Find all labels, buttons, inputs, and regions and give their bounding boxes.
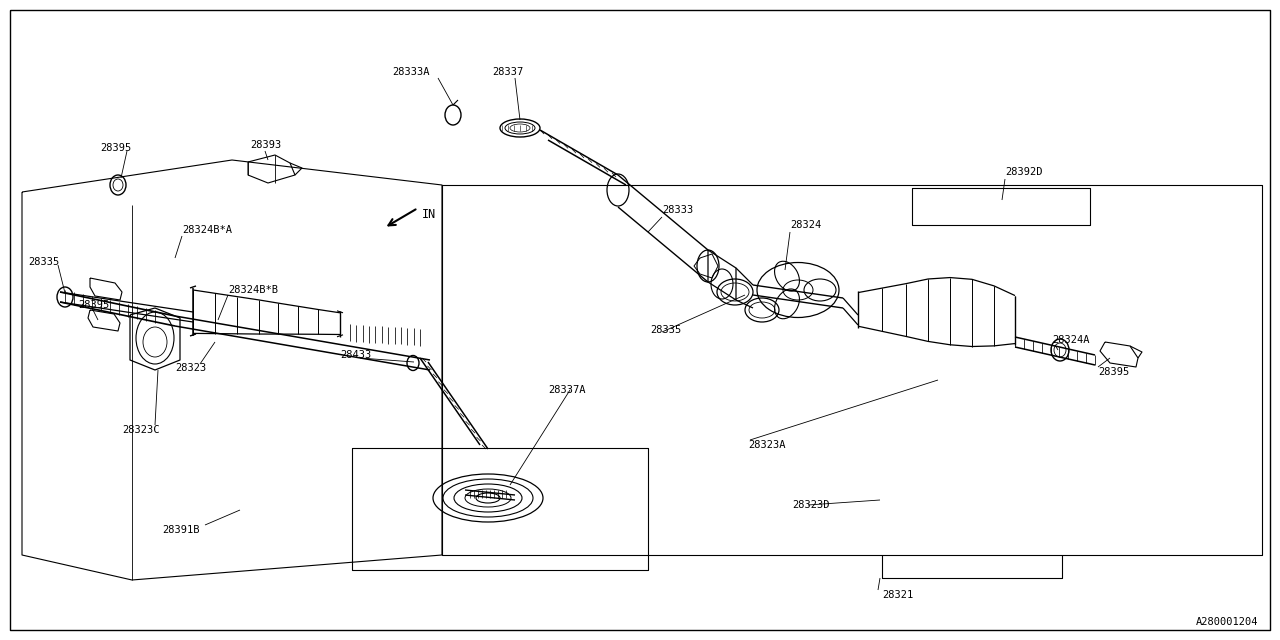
Text: 28333A: 28333A bbox=[392, 67, 430, 77]
Text: 28335: 28335 bbox=[650, 325, 681, 335]
Text: 28391B: 28391B bbox=[163, 525, 200, 535]
Text: IN: IN bbox=[422, 209, 436, 221]
Text: 28335: 28335 bbox=[28, 257, 59, 267]
Text: 28393: 28393 bbox=[250, 140, 282, 150]
Text: 28395: 28395 bbox=[1098, 367, 1129, 377]
Text: 28324B*B: 28324B*B bbox=[228, 285, 278, 295]
Text: 28337A: 28337A bbox=[548, 385, 585, 395]
Text: 28395: 28395 bbox=[100, 143, 132, 153]
Text: 28392D: 28392D bbox=[1005, 167, 1042, 177]
Text: 28323A: 28323A bbox=[748, 440, 786, 450]
Text: 28321: 28321 bbox=[882, 590, 913, 600]
Text: 28337: 28337 bbox=[492, 67, 524, 77]
Text: 28333: 28333 bbox=[662, 205, 694, 215]
Text: 28323C: 28323C bbox=[122, 425, 160, 435]
Text: 28395: 28395 bbox=[78, 300, 109, 310]
Text: 28324: 28324 bbox=[790, 220, 822, 230]
Text: 28433: 28433 bbox=[340, 350, 371, 360]
Text: 28324A: 28324A bbox=[1052, 335, 1089, 345]
Text: A280001204: A280001204 bbox=[1196, 617, 1258, 627]
Text: 28323D: 28323D bbox=[792, 500, 829, 510]
Text: 28323: 28323 bbox=[175, 363, 206, 373]
Text: 28324B*A: 28324B*A bbox=[182, 225, 232, 235]
